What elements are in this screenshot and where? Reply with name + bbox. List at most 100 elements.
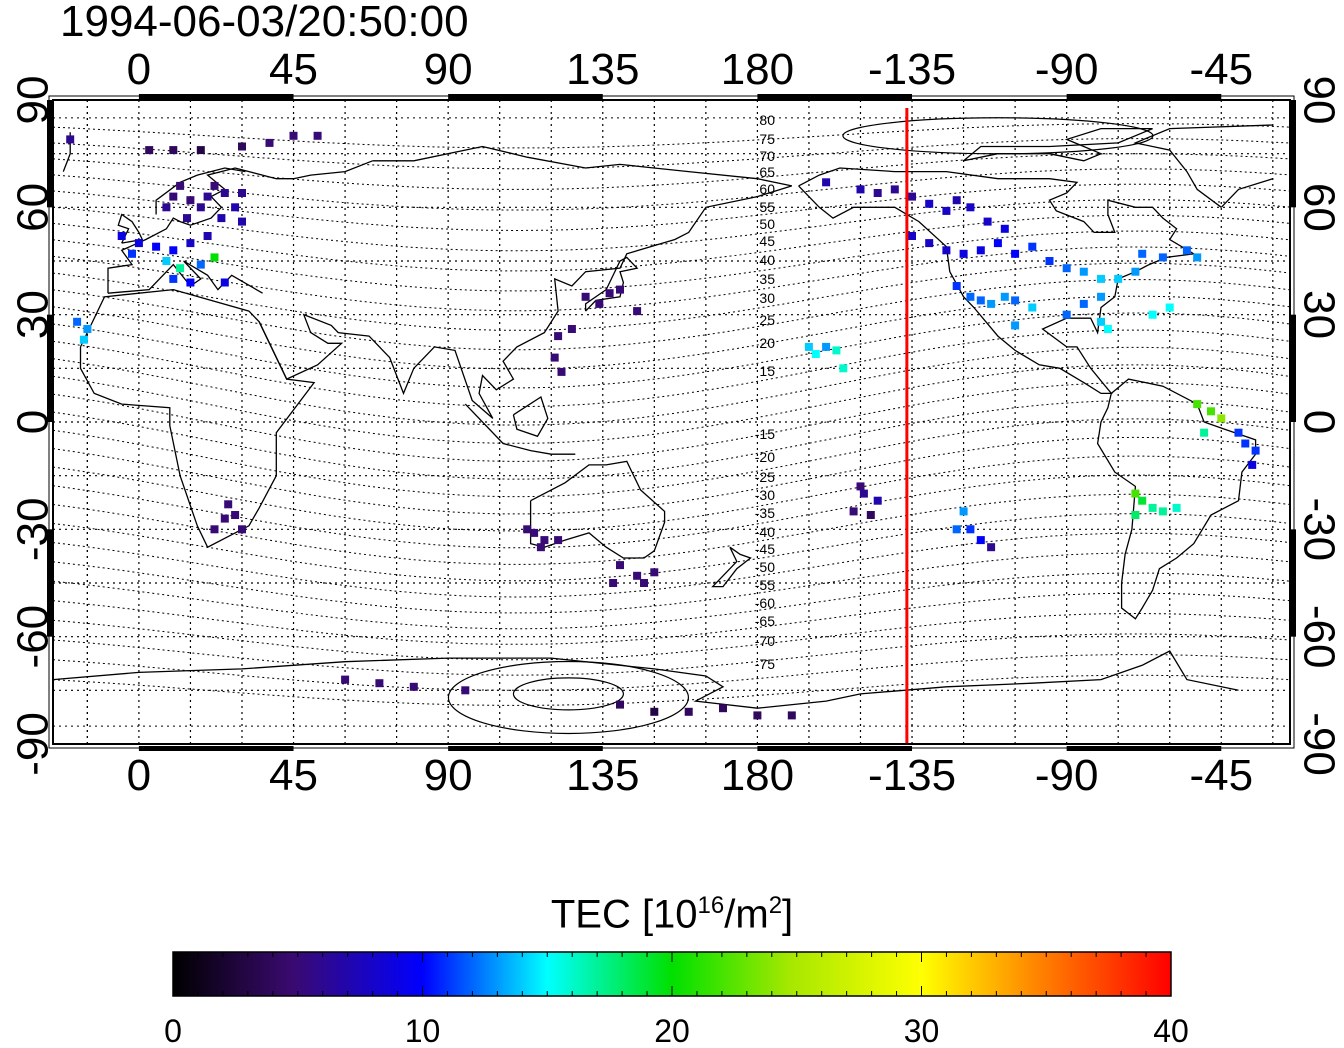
coastline xyxy=(464,403,576,455)
frame-tick-bar xyxy=(1066,746,1222,751)
tec-point xyxy=(1172,503,1181,512)
colorbar-ticks: 0 10 20 30 40 xyxy=(164,952,1189,1048)
tec-point xyxy=(557,367,566,376)
tec-point xyxy=(1131,267,1140,276)
tec-point xyxy=(811,350,820,358)
contour-label: 65 xyxy=(759,164,775,180)
tec-point xyxy=(925,199,934,208)
tec-point xyxy=(890,185,899,194)
tec-point xyxy=(1097,292,1105,301)
contour-label: 55 xyxy=(759,199,775,215)
contour-label: 40 xyxy=(759,252,775,268)
colorbar-tick-label: 10 xyxy=(405,1013,441,1048)
contour-label: -60 xyxy=(755,595,775,611)
bottom-lon-label: -135 xyxy=(868,751,956,800)
coastline xyxy=(79,288,316,549)
top-lon-label: 0 xyxy=(127,45,151,94)
tec-point xyxy=(976,246,985,255)
tec-point xyxy=(73,317,82,326)
tec-point xyxy=(145,146,154,155)
tec-point xyxy=(313,131,322,140)
tec-point xyxy=(176,264,185,273)
colorbar-label-exponent: 16 xyxy=(697,892,725,919)
tec-point xyxy=(220,278,229,287)
tec-observations xyxy=(66,131,1260,720)
contour-label: 75 xyxy=(759,131,775,147)
left-lat-label: 60 xyxy=(9,183,58,232)
geomagnetic-contour xyxy=(52,612,1291,661)
contour-label: -45 xyxy=(755,541,775,557)
tec-point xyxy=(959,507,968,516)
tec-point xyxy=(633,571,642,580)
tec-point xyxy=(66,135,75,144)
geomagnetic-contour xyxy=(52,168,1291,211)
contour-label: 60 xyxy=(759,181,775,197)
tec-point xyxy=(540,536,549,545)
bottom-lon-label: 45 xyxy=(269,751,318,800)
tec-point xyxy=(1000,224,1009,233)
contour-label: 50 xyxy=(759,216,775,232)
south-pole-inner-contour xyxy=(512,677,625,711)
tec-point xyxy=(220,514,229,523)
tec-point xyxy=(1248,460,1257,469)
tec-point xyxy=(1062,310,1071,319)
geomagnetic-contour xyxy=(52,295,1291,370)
contour-label: -40 xyxy=(755,524,775,540)
bottom-lon-label: 0 xyxy=(127,751,151,800)
tec-point xyxy=(866,511,875,519)
tec-point xyxy=(128,249,136,258)
tec-point xyxy=(859,489,868,498)
tec-point xyxy=(550,353,559,362)
bottom-lon-label: -90 xyxy=(1035,751,1099,800)
tec-point xyxy=(908,192,916,201)
tec-point xyxy=(684,707,693,716)
tec-point xyxy=(856,482,865,491)
tec-point xyxy=(203,192,212,201)
tec-point xyxy=(966,525,975,534)
tec-point xyxy=(1193,400,1202,409)
geomagnetic-contour xyxy=(52,513,1291,582)
tec-point xyxy=(1182,246,1191,255)
tec-point xyxy=(1011,296,1020,305)
tec-point xyxy=(536,543,545,552)
coastline xyxy=(372,145,792,187)
tec-point xyxy=(196,203,205,212)
colorbar-label-unit: /m xyxy=(724,892,769,937)
tec-point xyxy=(976,296,985,305)
tec-point xyxy=(567,325,576,333)
tec-point xyxy=(375,679,384,688)
graticule xyxy=(53,100,1290,744)
coastline xyxy=(584,256,639,312)
tec-point xyxy=(650,707,659,716)
contour-label: 35 xyxy=(759,271,775,287)
tec-point xyxy=(1165,303,1174,312)
right-lat-label: 60 xyxy=(1294,183,1343,232)
tec-point xyxy=(873,496,882,505)
tec-point xyxy=(952,196,961,205)
tec-point xyxy=(186,196,195,205)
tec-point xyxy=(581,292,590,301)
left-lat-label: 30 xyxy=(9,290,58,339)
geomagnetic-contour xyxy=(52,654,1291,691)
geomagnetic-contour xyxy=(52,123,1291,149)
left-lat-label: -30 xyxy=(9,498,58,562)
colorbar-label-prefix: TEC [10 xyxy=(550,892,698,937)
left-latitude-labels: 90 60 30 0 -30 -60 -90 xyxy=(9,76,58,776)
frame-tick-bar xyxy=(138,746,294,751)
tec-point xyxy=(134,239,143,248)
tec-point xyxy=(1200,428,1209,437)
bottom-lon-label: -45 xyxy=(1189,751,1253,800)
tec-point xyxy=(1158,507,1167,516)
contour-label: -75 xyxy=(755,656,775,672)
tec-point xyxy=(1138,249,1147,258)
contour-lines xyxy=(52,117,1291,735)
tec-point xyxy=(993,239,1002,248)
tec-point xyxy=(952,282,961,290)
tec-point xyxy=(595,299,604,308)
frame-tick-bar xyxy=(757,746,913,751)
tec-point xyxy=(1131,511,1140,519)
tec-point xyxy=(210,525,219,534)
bottom-lon-label: 135 xyxy=(566,751,639,800)
coastline xyxy=(52,650,1239,709)
colorbar-tick-label: 30 xyxy=(904,1013,940,1048)
